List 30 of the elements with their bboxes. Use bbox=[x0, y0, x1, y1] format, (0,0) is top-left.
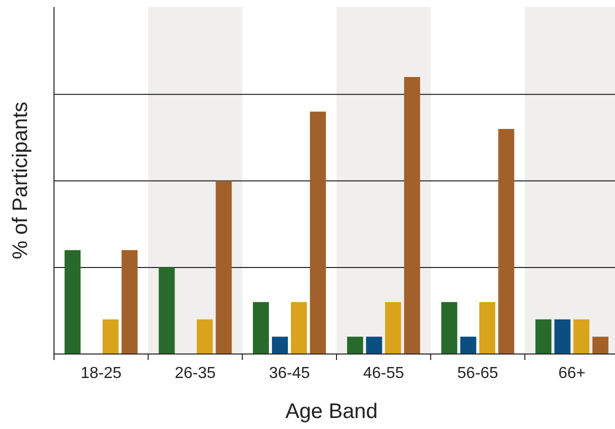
bar bbox=[441, 302, 458, 354]
bar bbox=[122, 250, 138, 354]
x-tick-label: 18-25 bbox=[80, 365, 122, 382]
bar bbox=[252, 302, 269, 354]
bar bbox=[404, 77, 420, 354]
x-axis-title: Age Band bbox=[285, 400, 378, 423]
bar bbox=[290, 302, 307, 354]
bar bbox=[573, 319, 590, 354]
x-tick-label: 46-55 bbox=[363, 365, 404, 382]
bar bbox=[158, 267, 175, 354]
bar bbox=[272, 336, 288, 354]
bar bbox=[64, 250, 81, 354]
x-tick-label: 56-65 bbox=[457, 365, 498, 382]
bar bbox=[310, 112, 326, 354]
y-axis-title: % of Participants bbox=[9, 102, 32, 260]
bar bbox=[385, 302, 402, 354]
x-tick-label: 26-35 bbox=[174, 365, 216, 382]
bar bbox=[460, 336, 476, 354]
bar bbox=[196, 319, 213, 354]
bar bbox=[498, 128, 514, 354]
bar bbox=[535, 319, 552, 354]
bar bbox=[366, 336, 382, 354]
x-tick-label: 66+ bbox=[558, 365, 586, 382]
bar bbox=[102, 319, 119, 354]
bar bbox=[554, 319, 570, 354]
bar bbox=[216, 180, 232, 354]
bar bbox=[592, 336, 608, 354]
bar bbox=[479, 302, 496, 354]
bar bbox=[347, 336, 364, 354]
x-tick-label: 36-45 bbox=[268, 365, 310, 382]
